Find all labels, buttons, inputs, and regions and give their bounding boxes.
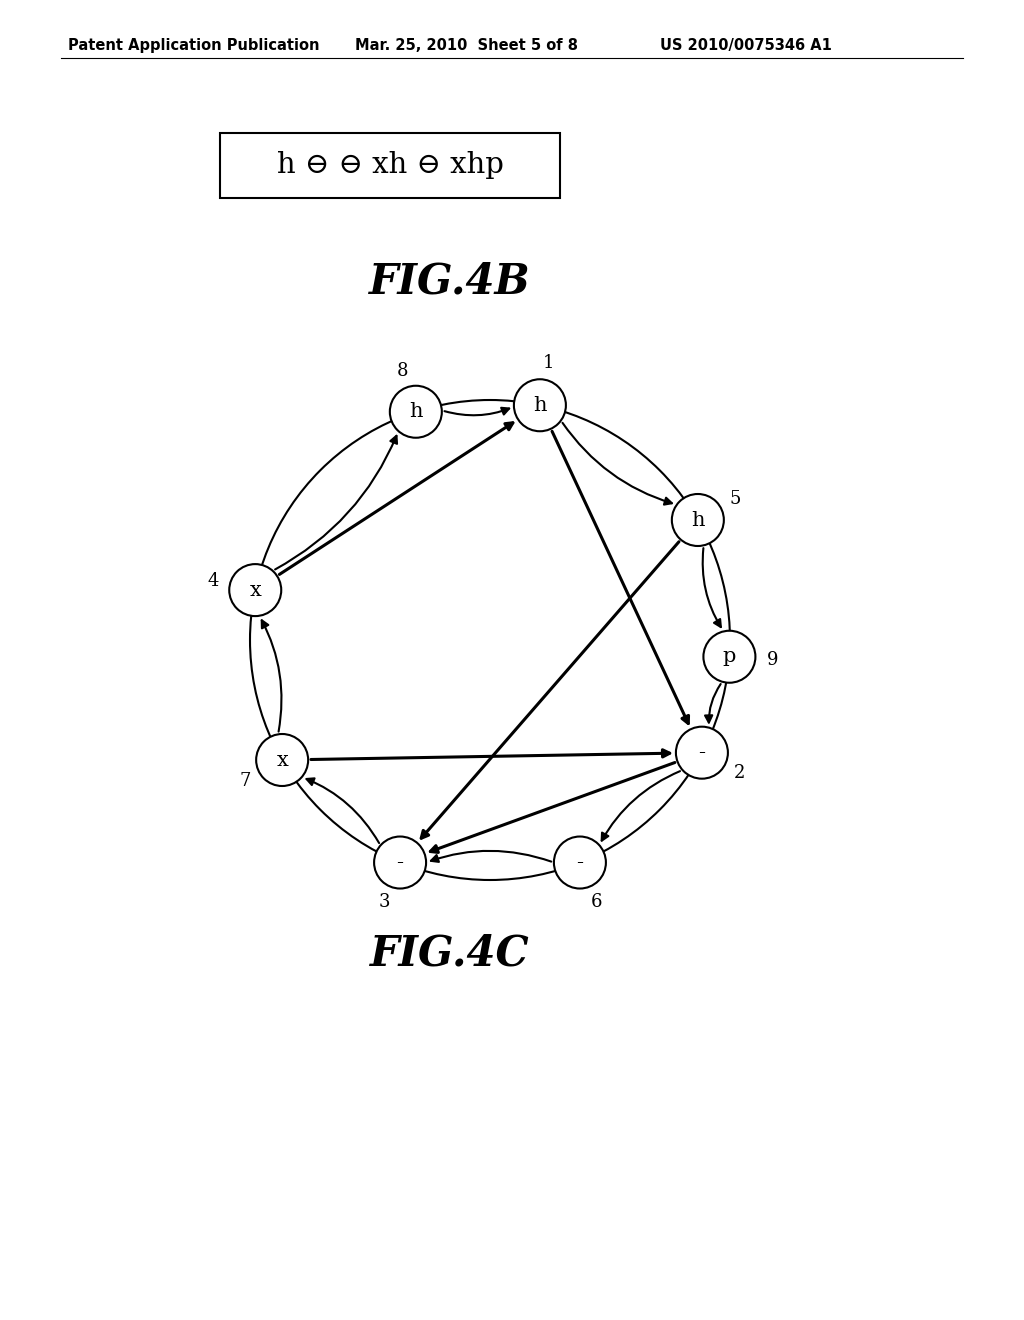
Text: -: -	[698, 743, 706, 762]
FancyArrowPatch shape	[275, 436, 397, 569]
FancyArrowPatch shape	[280, 422, 513, 574]
Circle shape	[554, 837, 606, 888]
Circle shape	[676, 727, 728, 779]
Circle shape	[256, 734, 308, 785]
Text: h: h	[409, 403, 423, 421]
Text: -: -	[396, 853, 403, 873]
FancyArrowPatch shape	[262, 620, 282, 731]
FancyArrowPatch shape	[306, 779, 379, 843]
Circle shape	[229, 564, 282, 616]
Text: FIG.4C: FIG.4C	[371, 932, 529, 974]
Text: x: x	[276, 751, 288, 770]
Text: 1: 1	[543, 354, 555, 372]
Text: FIG.4B: FIG.4B	[370, 260, 530, 302]
Text: 3: 3	[378, 894, 390, 911]
FancyArrowPatch shape	[444, 408, 509, 416]
Circle shape	[374, 837, 426, 888]
Text: p: p	[723, 647, 736, 667]
FancyArrowPatch shape	[431, 851, 551, 862]
Text: Mar. 25, 2010  Sheet 5 of 8: Mar. 25, 2010 Sheet 5 of 8	[355, 38, 578, 53]
FancyArrowPatch shape	[552, 432, 688, 723]
Text: h ⊖ ⊖ xh ⊖ xhp: h ⊖ ⊖ xh ⊖ xhp	[276, 150, 504, 180]
FancyArrowPatch shape	[702, 548, 721, 627]
FancyArrowPatch shape	[430, 763, 675, 853]
Text: h: h	[534, 396, 547, 414]
Text: 5: 5	[729, 490, 740, 507]
Text: x: x	[250, 581, 261, 599]
Text: 4: 4	[208, 572, 219, 590]
Text: h: h	[691, 511, 705, 529]
Text: 8: 8	[396, 362, 409, 380]
Circle shape	[703, 631, 756, 682]
Text: -: -	[577, 853, 584, 873]
Bar	[220, 132, 560, 198]
FancyArrowPatch shape	[562, 422, 672, 504]
Text: 6: 6	[590, 894, 602, 911]
Text: 7: 7	[240, 772, 251, 791]
FancyArrowPatch shape	[421, 541, 679, 838]
FancyArrowPatch shape	[602, 771, 680, 841]
FancyArrowPatch shape	[706, 684, 721, 722]
Circle shape	[390, 385, 441, 438]
Text: Patent Application Publication: Patent Application Publication	[68, 38, 319, 53]
Circle shape	[672, 494, 724, 546]
FancyArrowPatch shape	[311, 750, 670, 759]
Text: 2: 2	[734, 764, 745, 781]
Text: 9: 9	[767, 651, 778, 669]
Text: US 2010/0075346 A1: US 2010/0075346 A1	[660, 38, 831, 53]
Circle shape	[514, 379, 566, 432]
